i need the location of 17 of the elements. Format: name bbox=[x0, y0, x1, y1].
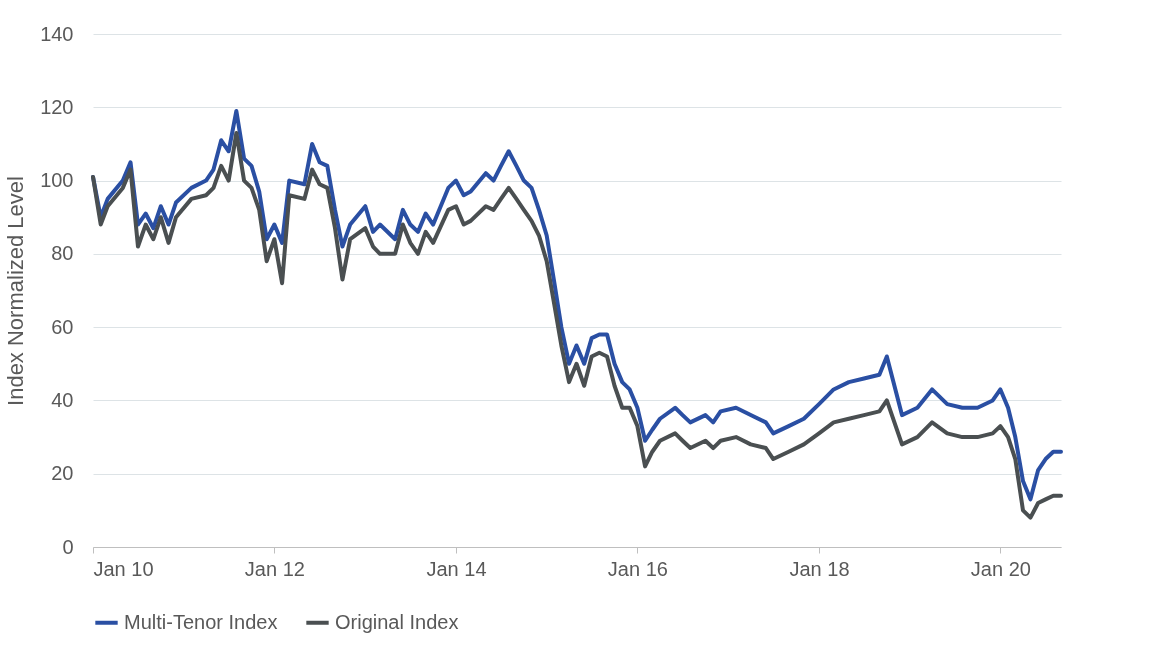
x-tick-label: Jan 14 bbox=[426, 557, 487, 580]
x-tick-label: Jan 10 bbox=[93, 557, 154, 580]
legend-label: Multi-Tenor Index bbox=[124, 610, 278, 633]
y-tick-label: 0 bbox=[62, 535, 74, 558]
y-tick-label: 140 bbox=[40, 22, 74, 45]
x-tick-label: Jan 16 bbox=[607, 557, 668, 580]
y-tick-label: 100 bbox=[40, 169, 74, 192]
y-tick-label: 120 bbox=[40, 95, 74, 118]
legend-label: Original Index bbox=[335, 610, 459, 633]
y-tick-label: 20 bbox=[51, 462, 74, 485]
y-tick-label: 40 bbox=[51, 388, 74, 411]
x-tick-label: Jan 18 bbox=[789, 557, 850, 580]
y-tick-label: 60 bbox=[51, 315, 74, 338]
y-axis-title: Index Normalized Level bbox=[3, 176, 29, 406]
y-tick-label: 80 bbox=[51, 242, 74, 265]
x-tick-label: Jan 20 bbox=[970, 557, 1031, 580]
x-tick-label: Jan 12 bbox=[244, 557, 305, 580]
